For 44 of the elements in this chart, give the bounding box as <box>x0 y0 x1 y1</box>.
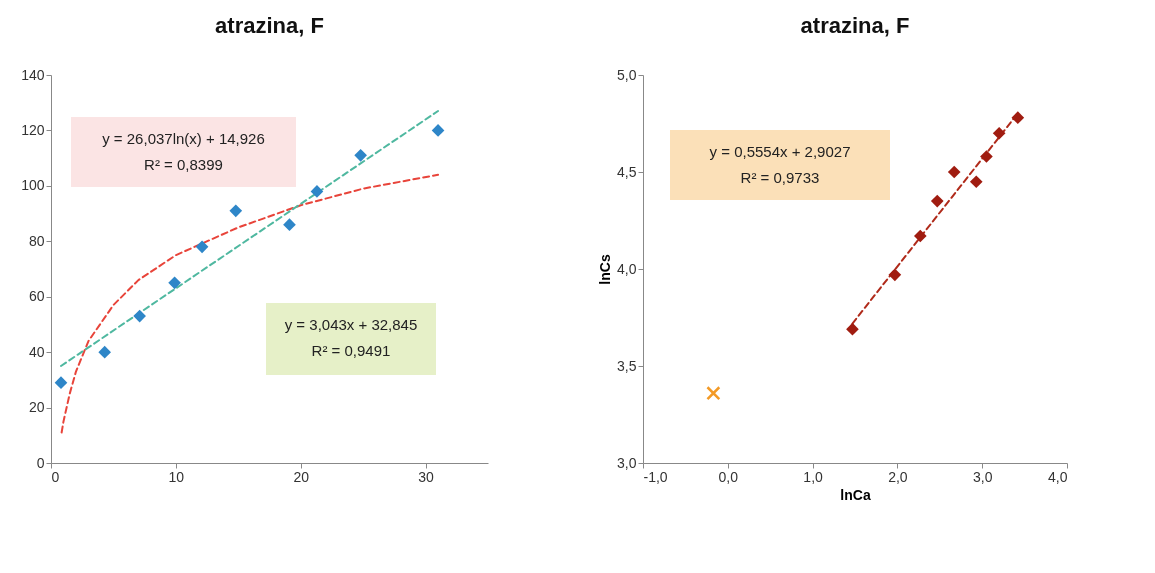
point <box>54 376 68 389</box>
chart-title: atrazina, F <box>215 13 324 38</box>
y-tick-label: 140 <box>21 66 45 83</box>
x-tick-label: -1,0 <box>643 468 668 485</box>
y-tick-label: 4,0 <box>617 260 637 277</box>
y-tick-label: 5,0 <box>617 66 637 83</box>
y-tick-label: 20 <box>28 399 45 416</box>
y-tick-label: 100 <box>21 177 45 194</box>
y-tick-label: 3,0 <box>617 454 637 471</box>
point <box>133 309 146 323</box>
y-tick-label: 4,5 <box>617 163 637 180</box>
point <box>168 276 181 290</box>
point <box>229 204 243 218</box>
y-tick-label: 40 <box>28 343 45 360</box>
x-tick-label: 4,0 <box>1048 468 1068 485</box>
x-tick-label: 3,0 <box>972 468 993 485</box>
point <box>195 240 209 254</box>
chart-title: atrazina, F <box>800 13 910 38</box>
y-tick-label: 0 <box>36 454 45 471</box>
x-tick-label: 0 <box>51 468 60 485</box>
annotation: y = 3,043x + 32,845 <box>284 316 418 333</box>
y-tick-label: 120 <box>21 121 45 138</box>
point <box>431 124 445 137</box>
y-tick-label: 60 <box>28 288 45 305</box>
x-tick-label: 20 <box>293 468 310 485</box>
point <box>310 185 324 198</box>
point <box>98 345 112 359</box>
y-tick-label: 3,5 <box>617 357 637 374</box>
y-axis-title: lnCs <box>597 254 614 285</box>
line-series <box>60 173 440 434</box>
x-tick-label: 30 <box>418 468 435 485</box>
annotation: y = 0,5554x + 2,9027 <box>709 143 851 160</box>
annotation: R² = 0,8399 <box>144 156 223 173</box>
x-tick-label: 2,0 <box>888 468 908 485</box>
annotation: y = 26,037ln(x) + 14,926 <box>102 130 265 147</box>
point <box>354 149 367 162</box>
annotation: R² = 0,9491 <box>311 342 391 359</box>
x-tick-label: 1,0 <box>803 468 824 485</box>
x-tick-label: 0,0 <box>718 468 739 485</box>
x-tick-label: 10 <box>168 468 185 485</box>
annotation: R² = 0,9733 <box>740 169 820 186</box>
y-tick-label: 80 <box>28 232 45 249</box>
point <box>283 218 296 231</box>
x-axis-title: lnCa <box>840 486 871 503</box>
